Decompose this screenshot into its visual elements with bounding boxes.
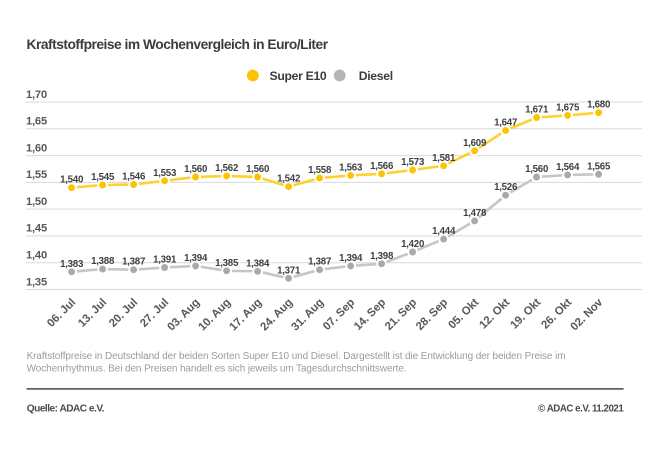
svg-text:1,384: 1,384 <box>246 258 270 269</box>
svg-text:1,391: 1,391 <box>153 255 177 266</box>
svg-text:1,553: 1,553 <box>153 168 177 179</box>
svg-text:1,671: 1,671 <box>525 105 549 116</box>
svg-text:1,542: 1,542 <box>277 174 300 185</box>
svg-text:1,40: 1,40 <box>26 250 47 262</box>
svg-text:1,394: 1,394 <box>184 253 208 264</box>
svg-text:1,540: 1,540 <box>60 175 83 186</box>
svg-text:1,562: 1,562 <box>215 163 238 174</box>
svg-text:1,387: 1,387 <box>308 257 331 268</box>
svg-text:Quelle: ADAC e.V.: Quelle: ADAC e.V. <box>27 404 105 415</box>
svg-text:1,60: 1,60 <box>26 142 47 154</box>
svg-text:1,558: 1,558 <box>308 165 332 176</box>
svg-text:1,371: 1,371 <box>277 265 301 276</box>
svg-text:1,55: 1,55 <box>26 169 47 181</box>
svg-text:1,560: 1,560 <box>246 164 269 175</box>
svg-text:1,647: 1,647 <box>494 117 517 128</box>
svg-text:1,478: 1,478 <box>463 208 487 219</box>
svg-text:1,675: 1,675 <box>556 102 580 113</box>
svg-text:1,50: 1,50 <box>26 196 47 208</box>
svg-text:1,680: 1,680 <box>587 100 610 111</box>
svg-text:1,388: 1,388 <box>91 256 115 267</box>
svg-text:Wochenrhythmus. Bei den Preise: Wochenrhythmus. Bei den Preisen handelt … <box>27 363 407 374</box>
svg-text:1,566: 1,566 <box>370 161 394 172</box>
svg-text:Kraftstoffpreise in Deutschlan: Kraftstoffpreise in Deutschland der beid… <box>27 351 566 362</box>
svg-text:1,394: 1,394 <box>339 253 363 264</box>
svg-text:1,560: 1,560 <box>525 164 548 175</box>
svg-text:1,563: 1,563 <box>339 162 363 173</box>
svg-text:1,383: 1,383 <box>60 259 84 270</box>
svg-text:1,387: 1,387 <box>122 257 145 268</box>
svg-text:1,581: 1,581 <box>432 153 456 164</box>
svg-text:1,565: 1,565 <box>587 161 611 172</box>
svg-text:1,70: 1,70 <box>26 89 47 101</box>
svg-text:Kraftstoffpreise im Wochenverg: Kraftstoffpreise im Wochenvergleich in E… <box>27 37 329 52</box>
svg-text:1,35: 1,35 <box>26 276 47 288</box>
svg-text:1,420: 1,420 <box>401 239 424 250</box>
svg-text:1,65: 1,65 <box>26 116 47 128</box>
svg-text:Diesel: Diesel <box>359 69 393 83</box>
svg-text:1,444: 1,444 <box>432 226 456 237</box>
svg-text:Super E10: Super E10 <box>270 69 327 83</box>
svg-text:© ADAC e.V. 11.2021: © ADAC e.V. 11.2021 <box>538 404 624 415</box>
svg-text:1,560: 1,560 <box>184 164 207 175</box>
svg-text:1,45: 1,45 <box>26 223 47 235</box>
svg-text:1,526: 1,526 <box>494 182 518 193</box>
svg-text:1,573: 1,573 <box>401 157 425 168</box>
svg-text:1,609: 1,609 <box>463 138 487 149</box>
svg-text:1,385: 1,385 <box>215 258 239 269</box>
svg-text:1,545: 1,545 <box>91 172 115 183</box>
svg-text:1,398: 1,398 <box>370 251 394 262</box>
svg-text:1,564: 1,564 <box>556 162 580 173</box>
svg-text:1,546: 1,546 <box>122 172 146 183</box>
